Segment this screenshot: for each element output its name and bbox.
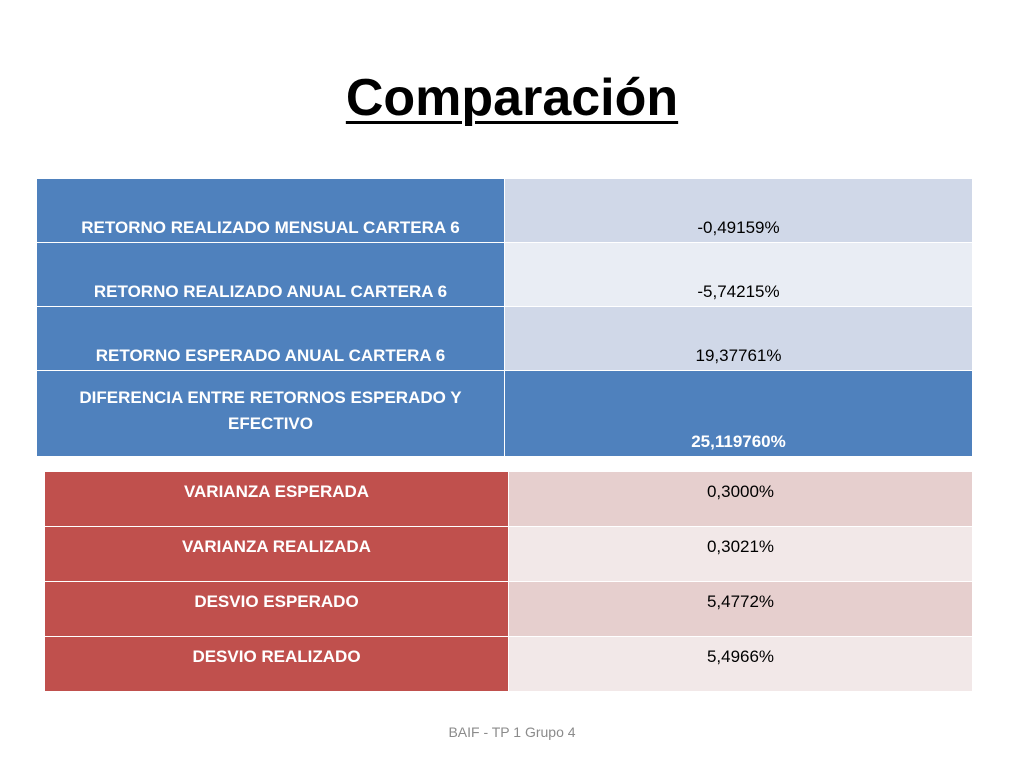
table-row: DESVIO ESPERADO 5,4772% bbox=[44, 581, 973, 637]
row-value: 19,37761% bbox=[504, 306, 973, 371]
variance-table: VARIANZA ESPERADA 0,3000% VARIANZA REALI… bbox=[44, 471, 973, 692]
row-label: RETORNO ESPERADO ANUAL CARTERA 6 bbox=[36, 306, 505, 371]
row-label: DIFERENCIA ENTRE RETORNOS ESPERADO Y EFE… bbox=[36, 370, 505, 457]
row-label: VARIANZA REALIZADA bbox=[44, 526, 509, 582]
row-value: 5,4772% bbox=[508, 581, 973, 637]
table-row-highlight: DIFERENCIA ENTRE RETORNOS ESPERADO Y EFE… bbox=[36, 370, 973, 457]
row-value: 0,3000% bbox=[508, 471, 973, 527]
row-label: RETORNO REALIZADO ANUAL CARTERA 6 bbox=[36, 242, 505, 307]
row-value: -0,49159% bbox=[504, 178, 973, 243]
row-value: 0,3021% bbox=[508, 526, 973, 582]
table-row: RETORNO ESPERADO ANUAL CARTERA 6 19,3776… bbox=[36, 306, 973, 371]
returns-table: RETORNO REALIZADO MENSUAL CARTERA 6 -0,4… bbox=[36, 178, 973, 457]
row-label: DESVIO ESPERADO bbox=[44, 581, 509, 637]
table-row: VARIANZA REALIZADA 0,3021% bbox=[44, 526, 973, 582]
row-value: 25,119760% bbox=[504, 370, 973, 457]
table-row: RETORNO REALIZADO ANUAL CARTERA 6 -5,742… bbox=[36, 242, 973, 307]
table-row: DESVIO REALIZADO 5,4966% bbox=[44, 636, 973, 692]
row-label: RETORNO REALIZADO MENSUAL CARTERA 6 bbox=[36, 178, 505, 243]
row-value: 5,4966% bbox=[508, 636, 973, 692]
row-label: VARIANZA ESPERADA bbox=[44, 471, 509, 527]
table-row: VARIANZA ESPERADA 0,3000% bbox=[44, 471, 973, 527]
slide-footer: BAIF - TP 1 Grupo 4 bbox=[448, 724, 576, 740]
row-label: DESVIO REALIZADO bbox=[44, 636, 509, 692]
table-row: RETORNO REALIZADO MENSUAL CARTERA 6 -0,4… bbox=[36, 178, 973, 243]
slide-title: Comparación bbox=[345, 69, 679, 127]
row-value: -5,74215% bbox=[504, 242, 973, 307]
